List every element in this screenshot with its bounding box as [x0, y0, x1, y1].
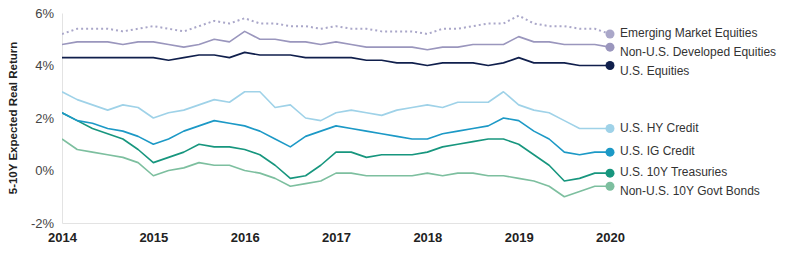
x-tick-label: 2020 — [596, 230, 625, 245]
legend-marker — [606, 169, 615, 178]
x-tick-label: 2015 — [139, 230, 168, 245]
x-tick: 2018 — [413, 223, 442, 245]
x-tick-label: 2014 — [48, 230, 78, 245]
legend: Emerging Market Equities Non-U.S. Develop… — [606, 26, 777, 198]
x-tick-label: 2017 — [322, 230, 351, 245]
legend-marker — [606, 61, 615, 70]
series-line — [62, 52, 610, 65]
y-tick-label: 4% — [35, 58, 54, 73]
y-axis-title: 5-10Y Expected Real Return — [7, 42, 19, 195]
legend-marker — [606, 43, 615, 52]
y-tick: -2% — [31, 216, 62, 231]
lines — [62, 16, 610, 197]
series-line — [62, 113, 610, 181]
legend-label: Non-U.S. Developed Equities — [620, 45, 776, 59]
y-tick-label: 0% — [35, 163, 54, 178]
x-tick: 2016 — [231, 223, 260, 245]
y-tick-label: 2% — [35, 111, 54, 126]
x-tick: 2015 — [139, 223, 168, 245]
x-tick-label: 2018 — [413, 230, 442, 245]
legend-label: Emerging Market Equities — [620, 26, 757, 40]
legend-marker — [606, 124, 615, 133]
series-line — [62, 31, 610, 49]
y-tick: 6% — [35, 6, 62, 21]
legend-marker — [606, 30, 615, 39]
legend-label: U.S. HY Credit — [620, 121, 699, 135]
series-line — [62, 92, 610, 129]
x-axis: 2014 2015 2016 2017 2018 2019 2020 — [48, 223, 625, 245]
plot-area: 2014 2015 2016 2017 2018 2019 2020 -2% 0% 2% 4% 6% E… — [31, 6, 776, 246]
x-axis-line — [63, 223, 611, 224]
y-tick: 4% — [35, 58, 62, 73]
legend-marker — [606, 148, 615, 157]
legend-label: U.S. 10Y Treasuries — [620, 165, 727, 179]
y-tick-label: -2% — [31, 216, 55, 231]
legend-label: Non-U.S. 10Y Govt Bonds — [620, 184, 760, 198]
y-tick: 2% — [35, 111, 62, 126]
series-line — [62, 16, 610, 34]
x-tick-label: 2016 — [231, 230, 260, 245]
x-tick: 2019 — [505, 223, 534, 245]
chart: 2014 2015 2016 2017 2018 2019 2020 -2% 0% 2% 4% 6% E… — [0, 0, 800, 262]
legend-label: U.S. Equities — [620, 64, 689, 78]
series-line — [62, 113, 610, 155]
y-tick: 0% — [35, 163, 62, 178]
series-line — [62, 139, 610, 197]
x-tick: 2020 — [596, 223, 625, 245]
x-tick: 2017 — [322, 223, 351, 245]
legend-marker — [606, 182, 615, 191]
x-tick-label: 2019 — [505, 230, 534, 245]
y-tick-label: 6% — [35, 6, 54, 21]
y-axis: -2% 0% 2% 4% 6% — [31, 6, 63, 231]
legend-label: U.S. IG Credit — [620, 144, 695, 158]
